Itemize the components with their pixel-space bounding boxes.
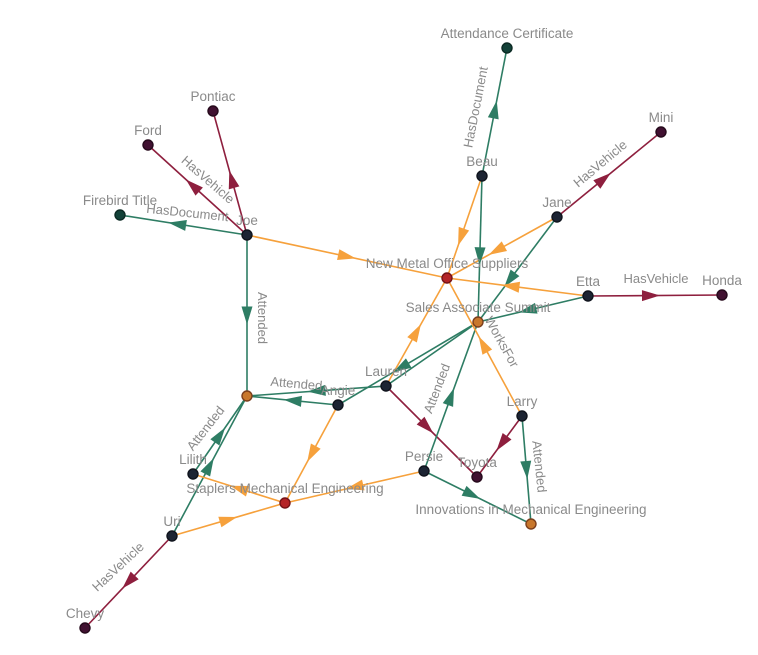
arrowhead-icon	[241, 306, 253, 325]
arrowhead-icon	[474, 247, 486, 266]
node-label-toyota: Toyota	[457, 455, 497, 470]
edge-jane-to-sales-associate-summit[interactable]	[477, 216, 558, 323]
node-persie[interactable]	[418, 465, 430, 477]
node-mini[interactable]	[655, 126, 667, 138]
arrowhead-icon	[593, 173, 611, 189]
node-label-honda: Honda	[702, 273, 742, 288]
edge-label-uri-to-chevy: HasVehicle	[89, 539, 147, 594]
node-beau[interactable]	[476, 170, 488, 182]
node-honda[interactable]	[716, 289, 728, 301]
arrowhead-icon	[501, 281, 521, 293]
node-event-unlabeled[interactable]	[241, 390, 253, 402]
arrowhead-icon	[337, 249, 356, 260]
arrowhead-icon	[487, 100, 499, 120]
arrowhead-icon	[458, 226, 470, 246]
edge-label-beau-to-attendance-certificate: HasDocument	[460, 65, 491, 149]
arrowhead-icon	[230, 485, 250, 497]
arrowhead-icon	[218, 516, 238, 528]
node-etta[interactable]	[582, 290, 594, 302]
edge-label-persie-to-sales-associate-summit: Attended	[420, 361, 453, 415]
node-label-mini: Mini	[649, 110, 674, 125]
node-label-jane: Jane	[542, 195, 571, 210]
node-innovations-in-mechanical-engineering[interactable]	[525, 518, 537, 530]
node-staplers-mechanical-engineering[interactable]	[279, 497, 291, 509]
node-jane[interactable]	[551, 211, 563, 223]
node-joe[interactable]	[241, 229, 253, 241]
node-label-sales-associate-summit: Sales Associate Summit	[406, 300, 551, 315]
node-label-lilith: Lilith	[179, 452, 207, 467]
node-lauren[interactable]	[380, 380, 392, 392]
node-sales-associate-summit[interactable]	[472, 316, 484, 328]
node-angie[interactable]	[332, 399, 344, 411]
edge-beau-to-new-metal-office-suppliers[interactable]	[446, 175, 483, 279]
node-label-lauren: Lauren	[365, 364, 407, 379]
node-label-firebird-title: Firebird Title	[83, 193, 157, 208]
node-label-ford: Ford	[134, 123, 162, 138]
arrowhead-icon	[488, 241, 508, 255]
node-chevy[interactable]	[79, 622, 91, 634]
arrowhead-icon	[496, 432, 512, 451]
node-label-angie: Angie	[321, 383, 356, 398]
arrowhead-icon	[520, 460, 532, 479]
arrowhead-icon	[122, 571, 139, 589]
arrowhead-icon	[478, 336, 493, 355]
edge-label-larry-to-innovations-in-mechanical-engineering: Attended	[529, 440, 549, 493]
arrowhead-icon	[504, 269, 520, 288]
arrowhead-icon	[283, 395, 302, 407]
node-new-metal-office-suppliers[interactable]	[441, 272, 453, 284]
edge-sales-associate-summit-to-lauren[interactable]	[385, 321, 479, 387]
node-toyota[interactable]	[471, 471, 483, 483]
node-label-pontiac: Pontiac	[190, 89, 235, 104]
arrowhead-icon	[228, 170, 240, 190]
edge-label-angie-to-event-unlabeled: Attended	[270, 374, 323, 393]
node-label-uri: Uri	[163, 514, 180, 529]
node-larry[interactable]	[516, 410, 528, 422]
node-label-attendance-certificate: Attendance Certificate	[441, 26, 574, 41]
arrowhead-icon	[461, 485, 481, 499]
arrowhead-icon	[393, 358, 412, 373]
node-label-persie: Persie	[405, 449, 443, 464]
node-label-new-metal-office-suppliers: New Metal Office Suppliers	[366, 256, 529, 271]
arrowhead-icon	[641, 290, 660, 302]
arrowhead-icon	[345, 479, 365, 491]
node-firebird-title[interactable]	[114, 209, 126, 221]
node-pontiac[interactable]	[207, 105, 219, 117]
arrowhead-icon	[307, 443, 321, 462]
arrowhead-icon	[416, 416, 434, 434]
node-ford[interactable]	[142, 139, 154, 151]
arrowhead-icon	[518, 302, 538, 314]
node-label-innovations-in-mechanical-engineering: Innovations in Mechanical Engineering	[415, 502, 646, 517]
edge-label-larry-to-new-metal-office-suppliers: WorksFor	[482, 314, 523, 371]
arrowhead-icon	[200, 458, 214, 477]
node-attendance-certificate[interactable]	[501, 42, 513, 54]
arrowhead-icon	[407, 324, 421, 343]
arrowhead-icon	[210, 427, 226, 446]
node-uri[interactable]	[166, 530, 178, 542]
node-label-staplers-mechanical-engineering: Staplers Mechanical Engineering	[186, 481, 383, 496]
node-lilith[interactable]	[187, 468, 199, 480]
arrowhead-icon	[168, 219, 187, 231]
arrowhead-icon	[307, 384, 326, 396]
node-label-chevy: Chevy	[66, 606, 105, 621]
node-label-joe: Joe	[236, 213, 258, 228]
edge-label-etta-to-honda: HasVehicle	[623, 271, 688, 286]
node-label-beau: Beau	[466, 154, 498, 169]
arrowhead-icon	[442, 388, 455, 407]
node-label-larry: Larry	[507, 394, 538, 409]
arrowhead-icon	[185, 179, 203, 196]
edge-label-joe-to-event-unlabeled: Attended	[255, 292, 270, 344]
node-label-etta: Etta	[576, 274, 601, 289]
